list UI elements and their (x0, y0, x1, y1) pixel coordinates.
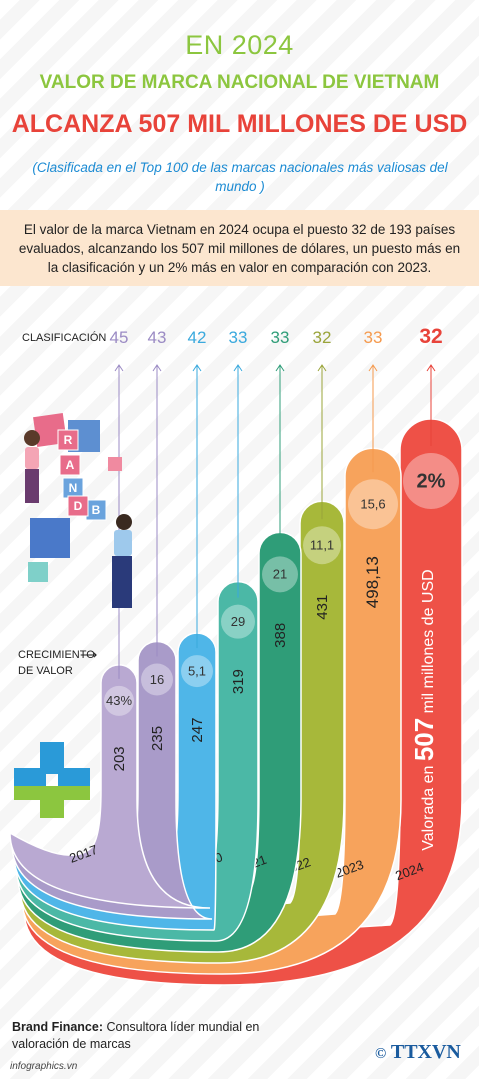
logo-arrow-top (40, 742, 64, 774)
rank-arrow-2022 (317, 364, 327, 372)
brand-block-a (59, 454, 81, 476)
brand-block-letter: N (69, 481, 78, 495)
logo-arrow-bottom-right (62, 786, 90, 800)
rank-label-2020: 33 (229, 328, 248, 347)
growth-circle-2019 (181, 655, 213, 688)
person-2-body (114, 530, 132, 556)
brand-block-letter: R (64, 433, 73, 447)
value-label-2017: 203 (111, 746, 128, 771)
block-small-pink (108, 457, 122, 471)
footer-site: infographics.vn (10, 1061, 78, 1072)
brand-block-letter: B (92, 503, 101, 517)
growth-label-text: CRECIMIENTO DE VALOR (18, 649, 95, 677)
rank-arrow-2021 (275, 364, 285, 372)
growth-circle-2022 (303, 526, 341, 565)
growth-label-2018: 16 (150, 672, 164, 687)
rank-arrow-2018 (152, 364, 162, 372)
growth-label-2022: 11,1 (310, 538, 334, 553)
growth-circle-2024 (403, 453, 459, 509)
value-label-2020: 319 (230, 669, 247, 694)
growth-label-2020: 29 (231, 614, 245, 629)
final-value-prefix: Valorada en (420, 761, 437, 851)
summary-box: El valor de la marca Vietnam en 2024 ocu… (0, 210, 479, 286)
brand-block-d (67, 495, 89, 517)
rank-arrow-2020 (233, 364, 243, 372)
rank-label-2021: 33 (271, 328, 290, 347)
growth-label-2017: 43% (106, 693, 132, 708)
person-2-head (116, 514, 132, 530)
rank-arrow-2019 (192, 364, 202, 372)
value-label-2021: 388 (272, 623, 289, 648)
person-2-legs (112, 556, 132, 608)
block-blue-large (30, 518, 70, 558)
rank-label-2018: 43 (148, 328, 167, 347)
growth-label-2019: 5,1 (188, 663, 206, 678)
ttxvn-logo: © TTXVN (375, 1041, 461, 1064)
value-label-2018: 235 (149, 726, 166, 751)
source-desc: Consultora líder mundial en valoración d… (12, 1020, 260, 1051)
brand-block-r (57, 429, 79, 451)
title-year: EN 2024 (185, 30, 294, 60)
rank-label-2022: 32 (313, 328, 332, 347)
person-1-head (24, 430, 40, 446)
bar-2017 (9, 664, 211, 909)
growth-circle-2023 (348, 479, 398, 530)
rank-arrow-2024 (426, 364, 436, 372)
rank-label-2024: 32 (419, 325, 442, 348)
footer-source: Brand Finance: Consultora líder mundial … (12, 1019, 312, 1053)
logo-arrow-bottom (40, 786, 64, 818)
growth-label-2024: 2% (417, 471, 446, 493)
person-1-body (25, 447, 39, 469)
growth-label-2023: 15,6 (360, 497, 385, 512)
value-label-2023: 498,13 (363, 556, 382, 608)
rank-arrow-2023 (368, 364, 378, 372)
growth-circle-2021 (262, 556, 298, 593)
value-label-2019: 247 (189, 718, 206, 743)
person-1-legs (25, 469, 39, 503)
growth-label-2021: 21 (273, 567, 287, 582)
growth-arrow-icon: ⟶ (80, 648, 98, 662)
value-label-2022: 431 (314, 595, 331, 620)
brand-value-chart: 2%20243215,6498,1320233311,1431202232213… (9, 325, 463, 986)
subtitle: (Clasificada en el Top 100 de las marcas… (32, 160, 448, 194)
source-name: Brand Finance: (12, 1020, 103, 1034)
growth-label: CRECIMIENTO DE VALOR ⟶ (18, 647, 97, 679)
final-value-suffix: mil millones de USD (420, 569, 437, 717)
title-line-2: VALOR DE MARCA NACIONAL DE VIETNAM (39, 72, 440, 93)
block-teal (28, 562, 48, 582)
final-value-label: Valorada en 507 mil millones de USD (409, 569, 439, 850)
growth-circle-2018 (141, 663, 173, 696)
rank-label-2019: 42 (188, 328, 207, 347)
brand-name: TTXVN (390, 1041, 461, 1063)
brand-block-letter: A (66, 458, 75, 472)
growth-circle-2020 (221, 604, 255, 639)
brand-block-letter: D (74, 499, 83, 513)
rank-label-2023: 33 (364, 328, 383, 347)
logo-arrow-bottom-left (14, 786, 42, 800)
title-line-3: ALCANZA 507 MIL MILLONES DE USD (11, 110, 468, 138)
rank-label-2017: 45 (110, 328, 129, 347)
ranking-label: CLASIFICACIÓN (22, 332, 107, 344)
copyright-symbol: © (375, 1046, 387, 1062)
growth-circle-2017 (104, 685, 134, 716)
final-value-number: 507 (409, 718, 439, 761)
summary-text: El valor de la marca Vietnam en 2024 ocu… (18, 222, 461, 275)
rank-arrow-2017 (114, 364, 124, 372)
